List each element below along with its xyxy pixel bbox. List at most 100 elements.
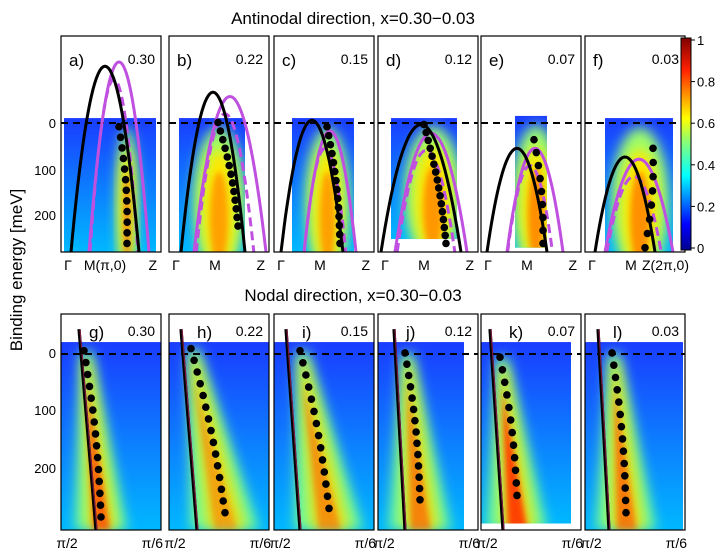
intensity-map: [274, 329, 374, 530]
panel-doping: 0.15: [341, 51, 368, 67]
panel-label: l): [613, 323, 622, 342]
intensity-map: [481, 329, 581, 530]
mdc-peak-point: [227, 170, 235, 178]
mdc-peak-point: [508, 428, 516, 437]
momentum-tick-label: Γ: [381, 257, 389, 273]
momentum-tick-label: π/2: [476, 535, 498, 549]
band-dispersion: [392, 329, 407, 530]
mdc-peak-point: [190, 356, 198, 365]
mdc-peak-point: [328, 149, 336, 158]
band-dispersion: [77, 328, 98, 530]
mdc-peak-point: [538, 200, 547, 209]
mdc-peak-point: [648, 187, 657, 195]
mdc-peak-point: [437, 200, 446, 208]
panel-doping: 0.03: [652, 51, 679, 67]
band-dispersion: [593, 155, 657, 252]
mdc-peak-point: [199, 391, 207, 400]
colorbar-tick-label: 0.6: [697, 116, 715, 131]
mdc-peak-point: [80, 346, 88, 355]
mdc-peak-point: [335, 230, 344, 239]
mdc-peak-point: [318, 456, 327, 464]
panel-frame: [377, 35, 479, 253]
intensity-map: [61, 328, 161, 530]
fit-dispersion-dashed: [395, 148, 457, 252]
mdc-peak-point: [415, 484, 424, 493]
fit-dispersion: [181, 329, 199, 530]
mdc-peak-point: [89, 406, 97, 414]
panel-label: j): [405, 323, 415, 342]
map-glow: [191, 358, 246, 530]
mdc-peak-point: [610, 361, 618, 370]
mdc-peak-point: [404, 371, 413, 380]
mdc-peak-point: [314, 431, 323, 440]
mdc-peak-point: [406, 383, 415, 391]
mdc-peak-point: [231, 196, 239, 204]
mdc-peak-point: [304, 383, 313, 391]
mdc-peak-point: [87, 394, 95, 403]
mdc-peak-point: [505, 403, 513, 412]
mdc-peak-point: [320, 468, 329, 476]
map-peak: [302, 380, 341, 530]
top-panels: a) 0.30 Γ M(π,0) Zb) 0.22 Γ M Z c) 0.15 Γ M Zd) 0.12 Γ M…: [60, 35, 689, 273]
mdc-peak-point: [94, 465, 103, 474]
mdc-peak-point: [413, 439, 421, 448]
mdc-peak-point: [123, 207, 131, 216]
mdc-peak-point: [95, 477, 103, 486]
bottom-y-tick-0: 0: [49, 346, 56, 361]
mdc-peak-point: [122, 186, 131, 195]
mdc-peak-point: [96, 501, 105, 510]
y-axis-label: Binding energy [meV]: [7, 189, 26, 352]
mdc-peak-point: [196, 379, 204, 388]
antinodal-panel-a: a) 0.30 Γ M(π,0) Z: [60, 35, 162, 273]
momentum-tick-label: π/2: [164, 535, 186, 549]
mdc-peak-point: [335, 212, 343, 221]
mdc-peak-point: [436, 192, 444, 200]
band-dispersion: [179, 328, 199, 530]
mdc-peak-point: [326, 140, 335, 149]
mdc-peak-point: [611, 373, 620, 382]
antinodal-panel-d: d) 0.12 Γ M Z: [377, 35, 479, 273]
mdc-peak-point: [643, 229, 652, 238]
intensity-map: [169, 90, 269, 252]
mdc-peak-point: [213, 462, 222, 470]
bottom-y-tick-100: 100: [34, 403, 56, 418]
mdc-peak-point: [503, 391, 511, 399]
panel-frame: [273, 313, 375, 531]
antinodal-panel-c: c) 0.15 Γ M Z: [273, 35, 375, 273]
momentum-tick-label: Z(2π,0): [642, 257, 689, 273]
mdc-peak-point: [119, 154, 128, 163]
mdc-peak-point: [85, 382, 94, 391]
momentum-tick-label: M: [209, 257, 221, 273]
momentum-tick-label: Z: [148, 257, 157, 273]
panel-doping: 0.07: [548, 323, 575, 339]
mdc-peak-point: [621, 496, 630, 505]
panel-label: a): [69, 51, 84, 70]
mdc-peak-point: [613, 386, 621, 394]
antinodal-panel-b: b) 0.22 Γ M Z: [168, 35, 270, 273]
mdc-peak-point: [207, 426, 215, 435]
antinodal-panel-f: f) 0.03 Γ M Z(2π,0): [584, 35, 689, 273]
mdc-peak-point: [441, 231, 450, 240]
mdc-peak-point: [645, 215, 654, 224]
mdc-peak-point: [500, 378, 509, 387]
mdc-peak-point: [223, 153, 232, 161]
top-y-tick-labels: 0 100 200: [34, 116, 56, 223]
panel-frame: [168, 35, 270, 253]
mdc-peak-point: [312, 419, 321, 428]
mdc-peak-point: [217, 485, 226, 494]
mdc-peak-point: [532, 148, 541, 157]
fit-dispersion: [598, 329, 611, 530]
mdc-peak-point: [506, 416, 515, 424]
band-dispersion: [69, 64, 141, 252]
panel-frame: [60, 35, 162, 253]
mdc-peak-point: [83, 370, 92, 379]
panel-label: i): [302, 323, 311, 342]
mdc-peak-point: [325, 504, 333, 513]
panel-label: c): [282, 51, 296, 70]
momentum-tick-label: Γ: [277, 257, 285, 273]
fit-dispersion: [394, 329, 407, 530]
panel-doping: 0.22: [236, 51, 263, 67]
bottom-title: Nodal direction, x=0.30−0.03: [244, 286, 461, 305]
mdc-peak-point: [219, 497, 227, 505]
